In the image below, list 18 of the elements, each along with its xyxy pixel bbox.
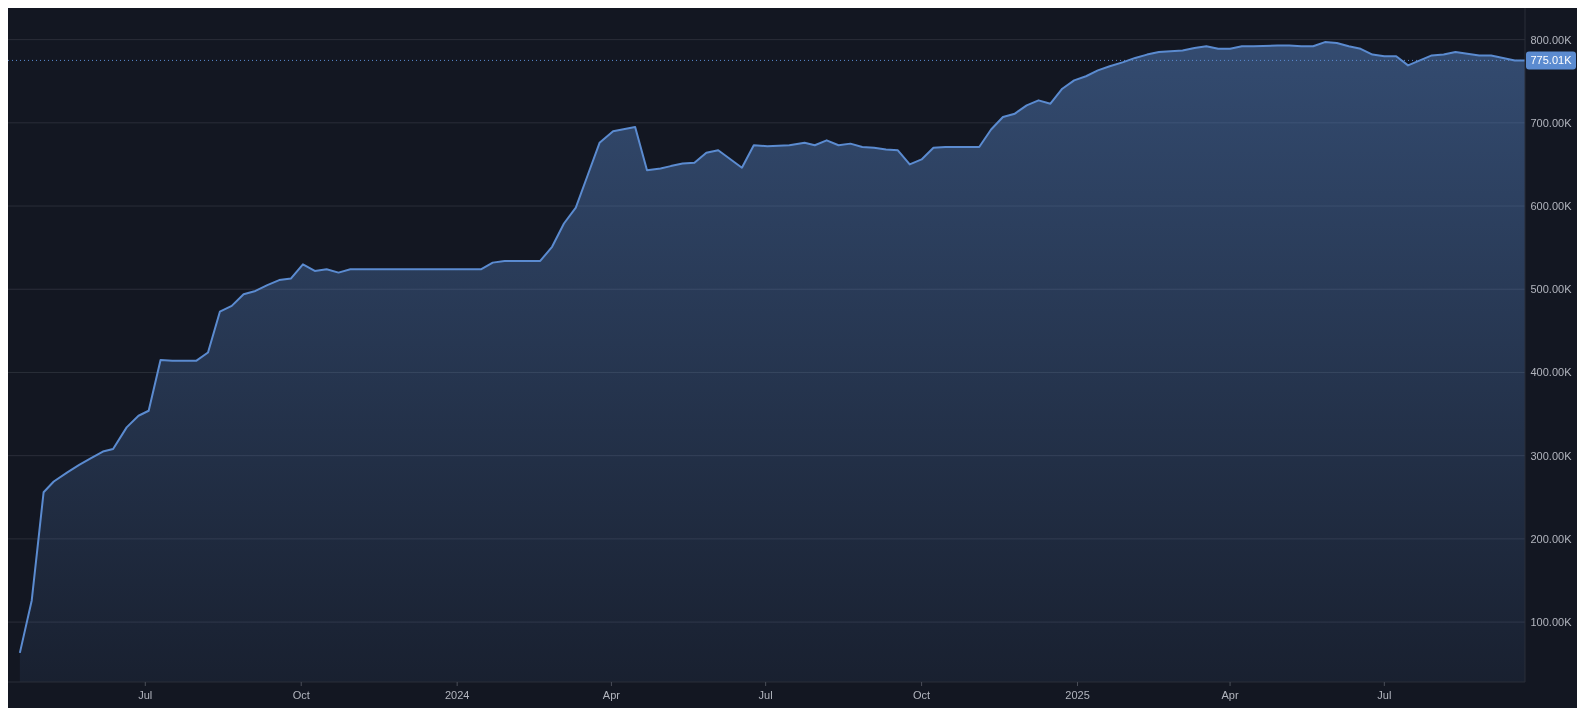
x-tick-label: 2025	[1065, 689, 1090, 701]
x-tick-label: Apr	[602, 689, 621, 701]
y-tick-label: 400.00K	[1530, 366, 1573, 379]
y-tick-label: 200.00K	[1530, 532, 1573, 545]
y-tick-label: 500.00K	[1530, 283, 1573, 296]
y-tick-label: 700.00K	[1530, 116, 1573, 129]
x-tick-label: Jul	[138, 689, 153, 701]
y-tick-label: 300.00K	[1530, 449, 1573, 462]
x-tick-label: 2024	[444, 689, 470, 701]
x-tick-label: Apr	[1221, 689, 1239, 701]
ref-line-label: 775.01K	[1530, 54, 1573, 67]
x-tick-label: Jul	[1377, 689, 1392, 701]
y-tick-label: 800.00K	[1530, 33, 1573, 46]
x-tick-label: Oct	[292, 689, 310, 701]
x-tick-label: Jul	[758, 689, 773, 701]
y-tick-label: 600.00K	[1530, 200, 1573, 213]
x-tick-label: Oct	[913, 689, 931, 701]
y-tick-label: 100.00K	[1530, 616, 1573, 629]
